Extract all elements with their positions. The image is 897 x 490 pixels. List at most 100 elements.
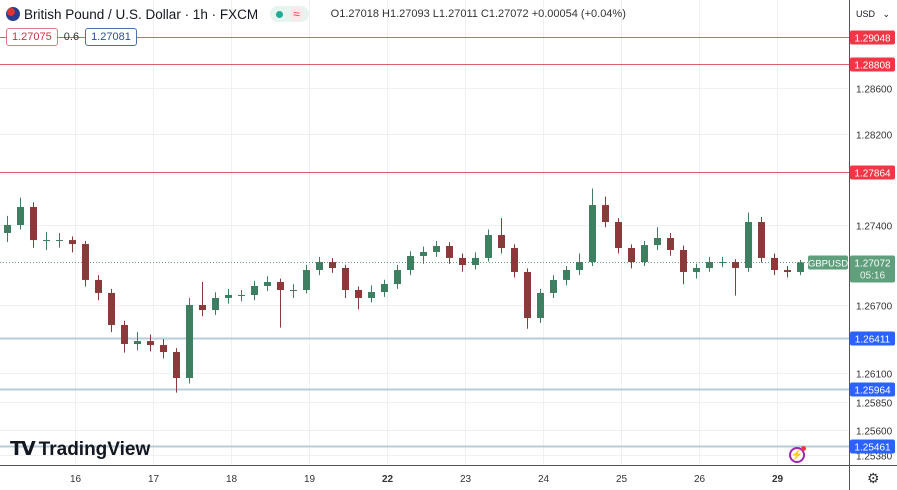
candle-down xyxy=(82,244,89,280)
candle-down xyxy=(628,248,635,263)
level-label: 1.25964 xyxy=(854,386,891,397)
candle-up xyxy=(251,285,258,295)
level-label-bg xyxy=(850,382,895,397)
candle-down xyxy=(160,345,167,352)
candle-down xyxy=(95,279,102,293)
candle-down xyxy=(732,262,739,268)
candle-down xyxy=(680,249,687,272)
x-tick-label: 22 xyxy=(382,474,394,485)
candles xyxy=(4,188,804,393)
candle-up xyxy=(589,205,596,263)
y-tick-label: 1.26700 xyxy=(856,302,893,313)
x-tick-label: 26 xyxy=(694,474,706,485)
lightning-icon[interactable]: ⚡ xyxy=(789,446,806,463)
tradingview-logo-icon: 𝗧𝗩 xyxy=(10,439,36,460)
candle-up xyxy=(303,270,310,290)
candle-down xyxy=(667,237,674,250)
level-label-bg xyxy=(850,439,895,454)
bar-countdown: 05:16 xyxy=(860,271,885,282)
y-tick-label: 1.26100 xyxy=(856,370,893,381)
trade-buttons: 1.27075 0.6 1.27081 xyxy=(6,28,137,46)
candle-down xyxy=(446,245,453,258)
candle-down xyxy=(524,271,531,319)
candle-up xyxy=(316,262,323,271)
level-label: 1.29048 xyxy=(854,34,891,45)
candle-down xyxy=(121,324,128,345)
candle-up xyxy=(394,270,401,285)
candle-up xyxy=(186,305,193,378)
logo-text: TradingView xyxy=(38,438,151,460)
candle-up xyxy=(745,222,752,268)
price-axis[interactable]: 1.28600 1.28200 1.27400 1.26700 1.26100 1.258… xyxy=(856,85,893,463)
y-tick-label: 1.28600 xyxy=(856,85,893,96)
grid xyxy=(0,0,849,465)
price-levels xyxy=(0,37,849,448)
x-tick-label: 18 xyxy=(226,474,238,485)
x-tick-label: 25 xyxy=(616,474,628,485)
candle-down xyxy=(277,282,284,290)
current-price-label: 1.27072 xyxy=(854,259,891,270)
settings-gear-icon[interactable]: ⚙ xyxy=(867,470,880,486)
tradingview-logo[interactable]: 𝗧𝗩 TradingView xyxy=(10,438,150,461)
candle-up xyxy=(641,245,648,263)
current-price-label-bg xyxy=(850,255,895,283)
candle-up xyxy=(134,341,141,345)
level-label: 1.28808 xyxy=(854,61,891,72)
level-label-bg xyxy=(850,165,895,180)
candle-up xyxy=(264,282,271,286)
x-tick-label: 29 xyxy=(772,474,784,485)
level-label-bg xyxy=(850,331,895,346)
candle-up xyxy=(420,252,427,257)
candle-up xyxy=(43,240,50,242)
candle-down xyxy=(173,351,180,378)
symbol-label: GBPUSD xyxy=(808,259,848,270)
level-label-bg xyxy=(850,57,895,72)
sell-button[interactable]: 1.27075 xyxy=(6,28,58,46)
candle-up xyxy=(797,262,804,272)
buy-button[interactable]: 1.27081 xyxy=(85,28,137,46)
candle-up xyxy=(212,297,219,311)
level-label-bg xyxy=(850,30,895,45)
candle-down xyxy=(771,257,778,271)
candle-up xyxy=(368,292,375,298)
y-tick-label: 1.25380 xyxy=(856,452,893,463)
candle-down xyxy=(615,222,622,249)
y-tick-label: 1.27400 xyxy=(856,222,893,233)
candle-up xyxy=(706,262,713,268)
time-axis[interactable]: 16 17 18 19 22 23 24 25 26 29 xyxy=(70,474,784,485)
candle-down xyxy=(355,289,362,298)
candle-up xyxy=(550,279,557,293)
y-tick-label: 1.28200 xyxy=(856,131,893,142)
status-badges[interactable]: ≈ xyxy=(270,6,309,22)
currency-value: USD xyxy=(856,9,876,19)
candle-down xyxy=(147,341,154,346)
ohlc-readout: O1.27018 H1.27093 L1.27011 C1.27072 +0.0… xyxy=(330,8,626,20)
symbol-title[interactable]: British Pound / U.S. Dollar · 1h · FXCM xyxy=(24,6,259,22)
candle-up xyxy=(56,240,63,242)
market-open-icon xyxy=(276,10,284,18)
spread-value: 0.6 xyxy=(63,31,80,43)
candle-up xyxy=(693,267,700,272)
candle-down xyxy=(329,262,336,268)
candle-up xyxy=(290,289,297,291)
x-tick-label: 17 xyxy=(148,474,160,485)
x-tick-label: 24 xyxy=(538,474,550,485)
wave-icon: ≈ xyxy=(290,7,303,21)
candle-down xyxy=(511,248,518,272)
level-label: 1.26411 xyxy=(855,335,891,346)
level-label: 1.25461 xyxy=(854,443,891,454)
candle-up xyxy=(654,237,661,246)
candle-up xyxy=(4,225,11,233)
candle-up xyxy=(563,270,570,280)
symbol-label-bg xyxy=(808,255,848,270)
candle-up xyxy=(381,284,388,293)
candle-down xyxy=(342,267,349,290)
x-tick-label: 16 xyxy=(70,474,82,485)
y-tick-label: 1.25600 xyxy=(856,427,893,438)
candle-up xyxy=(17,206,24,225)
candle-down xyxy=(69,240,76,245)
currency-selector[interactable]: USD ⌄ xyxy=(853,4,893,24)
x-tick-label: 23 xyxy=(460,474,472,485)
candle-down xyxy=(602,205,609,223)
